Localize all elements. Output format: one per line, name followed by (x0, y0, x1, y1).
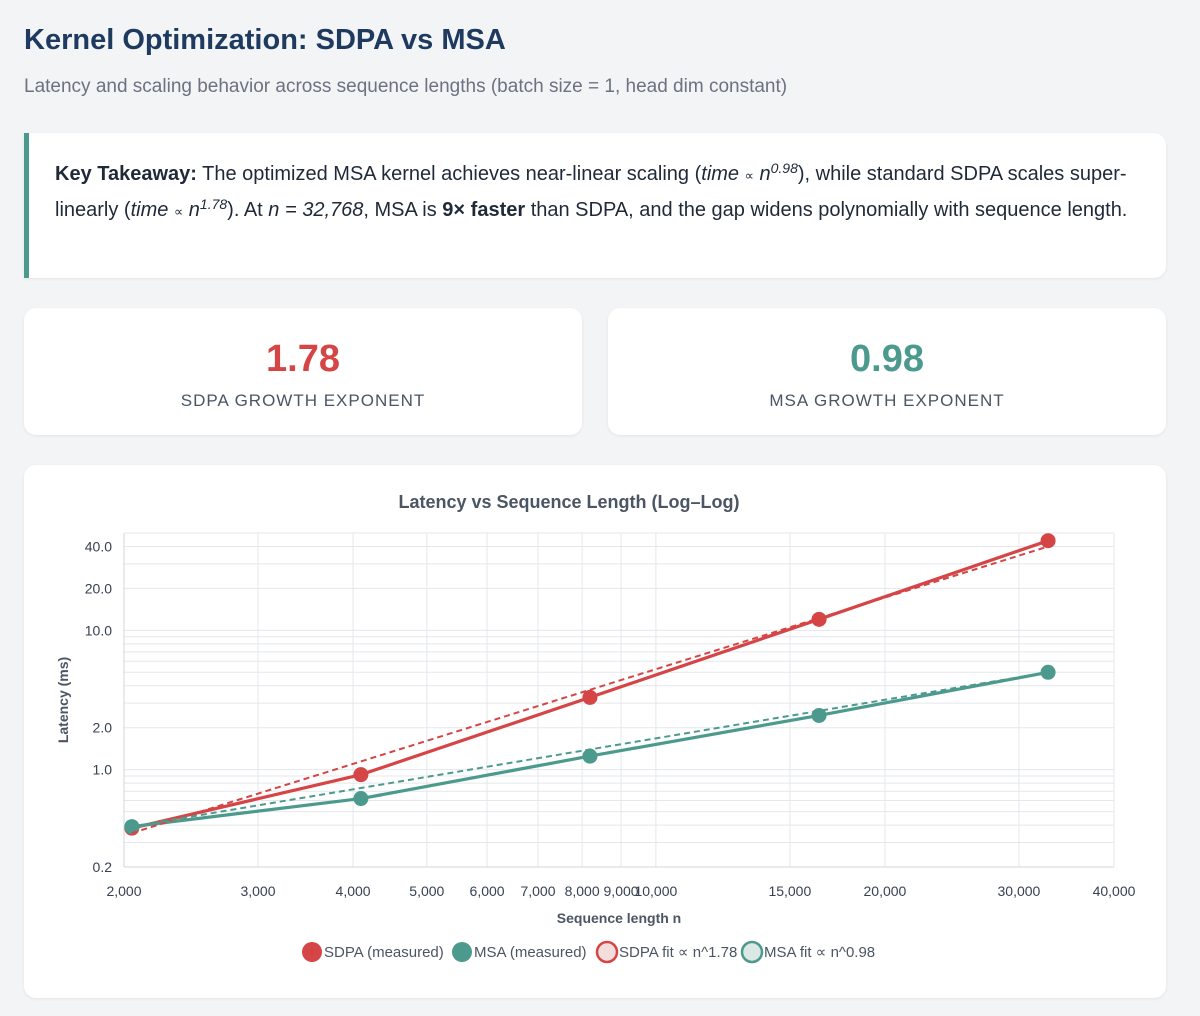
takeaway-text-2: ), while standard SDPA scales super-line… (55, 163, 1127, 221)
data-point (353, 791, 369, 807)
sdpa-exponent-card: 1.78 SDPA GROWTH EXPONENT (24, 308, 582, 435)
data-point (1040, 664, 1056, 680)
n-word: n (759, 163, 771, 185)
x-tick-label: 5,000 (409, 883, 444, 899)
x-tick-label: 15,000 (768, 883, 811, 899)
x-axis-label: Sequence length n (557, 910, 681, 926)
time-word: time (130, 199, 169, 221)
data-point (1040, 533, 1056, 549)
msa-exponent-card: 0.98 MSA GROWTH EXPONENT (608, 308, 1166, 435)
n-value: n = 32,768 (268, 199, 364, 221)
takeaway-label: Key Takeaway: (55, 163, 197, 185)
data-point (353, 767, 369, 783)
sdpa-exponent-label: SDPA GROWTH EXPONENT (180, 391, 426, 410)
series-line-2 (131, 545, 1049, 835)
takeaway-text-3: ). At (227, 199, 269, 221)
chart-title: Latency vs Sequence Length (Log–Log) (398, 492, 739, 512)
x-tick-label: 30,000 (998, 883, 1041, 899)
legend-label: MSA (measured) (474, 944, 587, 961)
y-axis-label: Latency (ms) (55, 657, 71, 743)
y-tick-label: 10.0 (85, 622, 112, 638)
data-point (582, 689, 598, 705)
key-takeaway-card: Key Takeaway: The optimized MSA kernel a… (24, 133, 1166, 278)
series-line-3 (131, 671, 1049, 828)
latency-chart: Latency vs Sequence Length (Log–Log) 2,00… (55, 492, 1136, 964)
data-point (582, 748, 598, 764)
legend-marker (452, 942, 472, 962)
y-tick-label: 20.0 (85, 580, 112, 596)
y-tick-label: 0.2 (93, 859, 113, 875)
legend-label: MSA fit ∝ n^0.98 (764, 944, 875, 961)
msa-exponent-sup: 0.98 (770, 160, 798, 176)
page-subtitle: Latency and scaling behavior across sequ… (24, 76, 788, 97)
time-word: time (701, 163, 740, 185)
x-tick-label: 2,000 (106, 883, 141, 899)
takeaway-text-4: , MSA is (363, 199, 443, 221)
x-tick-label: 8,000 (565, 883, 600, 899)
x-tick-label: 4,000 (336, 883, 371, 899)
series-line-0 (131, 539, 1049, 830)
sdpa-exponent-value: 1.78 (266, 338, 340, 380)
n-word: n (188, 199, 200, 221)
legend-label: SDPA (measured) (324, 944, 444, 961)
x-tick-label: 10,000 (634, 883, 677, 899)
data-point (811, 611, 827, 627)
chart-card: Latency vs Sequence Length (Log–Log) 2,00… (24, 465, 1166, 998)
proportional-symbol: ∝ (173, 204, 184, 219)
legend-label: SDPA fit ∝ n^1.78 (619, 944, 737, 961)
legend-marker (595, 940, 619, 964)
x-tick-label: 20,000 (864, 883, 907, 899)
takeaway-text-1: The optimized MSA kernel achieves near-l… (196, 163, 702, 185)
speedup-text: 9× faster (442, 199, 526, 221)
legend-marker (302, 942, 322, 962)
takeaway-text-5: than SDPA, and the gap widens polynomial… (525, 199, 1128, 221)
y-tick-label: 2.0 (93, 720, 113, 736)
page-title: Kernel Optimization: SDPA vs MSA (24, 24, 506, 56)
msa-exponent-label: MSA GROWTH EXPONENT (769, 391, 1005, 410)
x-tick-label: 7,000 (520, 883, 555, 899)
x-tick-label: 9,000 (604, 883, 639, 899)
proportional-symbol: ∝ (744, 168, 754, 183)
x-tick-label: 6,000 (470, 883, 505, 899)
y-tick-label: 1.0 (93, 762, 113, 778)
x-tick-label: 3,000 (240, 883, 275, 899)
y-tick-label: 40.0 (85, 538, 112, 554)
sdpa-exponent-sup: 1.78 (199, 196, 228, 212)
legend-marker (740, 940, 764, 964)
msa-exponent-value: 0.98 (850, 338, 924, 380)
x-tick-label: 40,000 (1093, 883, 1136, 899)
